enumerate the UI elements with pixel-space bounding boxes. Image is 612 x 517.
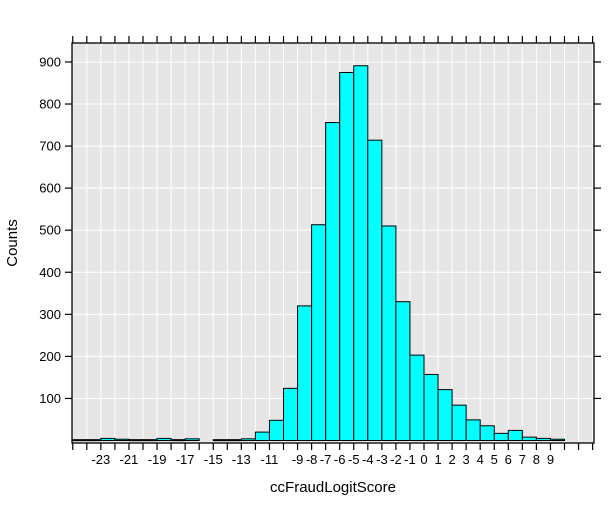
histogram-bar <box>535 437 551 441</box>
x-tick-label: 8 <box>533 452 540 467</box>
histogram-bar <box>493 432 509 442</box>
x-tick-label: -21 <box>120 452 139 467</box>
x-tick-label: 5 <box>491 452 498 467</box>
histogram-bar <box>297 305 313 441</box>
histogram-bar <box>521 436 537 442</box>
histogram-bar <box>100 437 116 441</box>
histogram-bar <box>184 438 200 442</box>
x-tick-label: -15 <box>204 452 223 467</box>
histogram-bars <box>72 65 566 442</box>
histogram-bar <box>72 439 88 442</box>
y-tick-label: 300 <box>39 307 61 322</box>
y-tick-label: 600 <box>39 181 61 196</box>
y-tick-label: 900 <box>39 55 61 70</box>
histogram-bar <box>353 65 369 441</box>
histogram-bar <box>395 301 411 442</box>
y-tick-label: 700 <box>39 139 61 154</box>
x-tick-label: -5 <box>348 452 360 467</box>
histogram-bar <box>549 438 566 441</box>
histogram-bar <box>381 225 397 441</box>
x-tick-label: 3 <box>462 452 469 467</box>
histogram-bar <box>479 425 495 441</box>
x-tick-label: 6 <box>505 452 512 467</box>
histogram-bar <box>451 404 467 442</box>
histogram-bar <box>86 439 102 442</box>
x-tick-label: 1 <box>434 452 441 467</box>
x-tick-label: -17 <box>176 452 195 467</box>
x-tick-label: -3 <box>376 452 388 467</box>
x-tick-label: -19 <box>148 452 167 467</box>
x-tick-label: 2 <box>448 452 455 467</box>
histogram-bar <box>423 373 439 441</box>
x-tick-label: -23 <box>91 452 110 467</box>
histogram-bar <box>170 439 186 442</box>
histogram-bar <box>325 122 341 441</box>
histogram-bar <box>465 419 481 442</box>
histogram-bar <box>226 439 242 442</box>
x-tick-label: -8 <box>306 452 318 467</box>
x-tick-label: 0 <box>420 452 427 467</box>
histogram-bar <box>367 139 383 441</box>
x-tick-label: 9 <box>547 452 554 467</box>
y-tick-label: 400 <box>39 265 61 280</box>
axis-ticks <box>65 36 601 450</box>
x-tick-label: -6 <box>334 452 346 467</box>
histogram-bar <box>156 437 172 441</box>
y-tick-label: 100 <box>39 391 61 406</box>
y-tick-label: 200 <box>39 349 61 364</box>
histogram-bar <box>240 438 256 442</box>
y-axis-title: Counts <box>4 219 21 267</box>
histogram-bar <box>128 439 144 442</box>
histogram-bar <box>507 429 523 442</box>
y-tick-label: 800 <box>39 97 61 112</box>
histogram-bar <box>283 387 299 442</box>
x-tick-label: -7 <box>320 452 332 467</box>
histogram-bar <box>114 438 130 441</box>
x-tick-label: -4 <box>362 452 374 467</box>
histogram-bar <box>311 224 327 441</box>
histogram-bar <box>339 71 355 441</box>
axis-tick-labels: -23 -21 -19 -17 -15 -13 -11 -9 -8 -7 -6 -5 -4 -3 -2 -1 0… <box>39 55 554 468</box>
x-tick-label: -13 <box>232 452 251 467</box>
histogram-bar <box>142 439 158 442</box>
x-tick-label: 7 <box>519 452 526 467</box>
x-tick-label: 4 <box>477 452 484 467</box>
histogram-bar <box>437 389 453 441</box>
x-tick-label: -11 <box>260 452 278 467</box>
x-tick-label: -2 <box>390 452 402 467</box>
histogram-bar <box>268 419 285 441</box>
histogram-bar <box>409 354 425 441</box>
plot-frame <box>71 42 595 444</box>
x-tick-label: -9 <box>292 452 304 467</box>
x-tick-label: -1 <box>404 452 416 467</box>
histogram-bar <box>212 439 228 442</box>
x-axis-title: ccFraudLogitScore <box>270 479 396 496</box>
histogram-bar <box>254 431 270 441</box>
y-tick-label: 500 <box>39 223 61 238</box>
